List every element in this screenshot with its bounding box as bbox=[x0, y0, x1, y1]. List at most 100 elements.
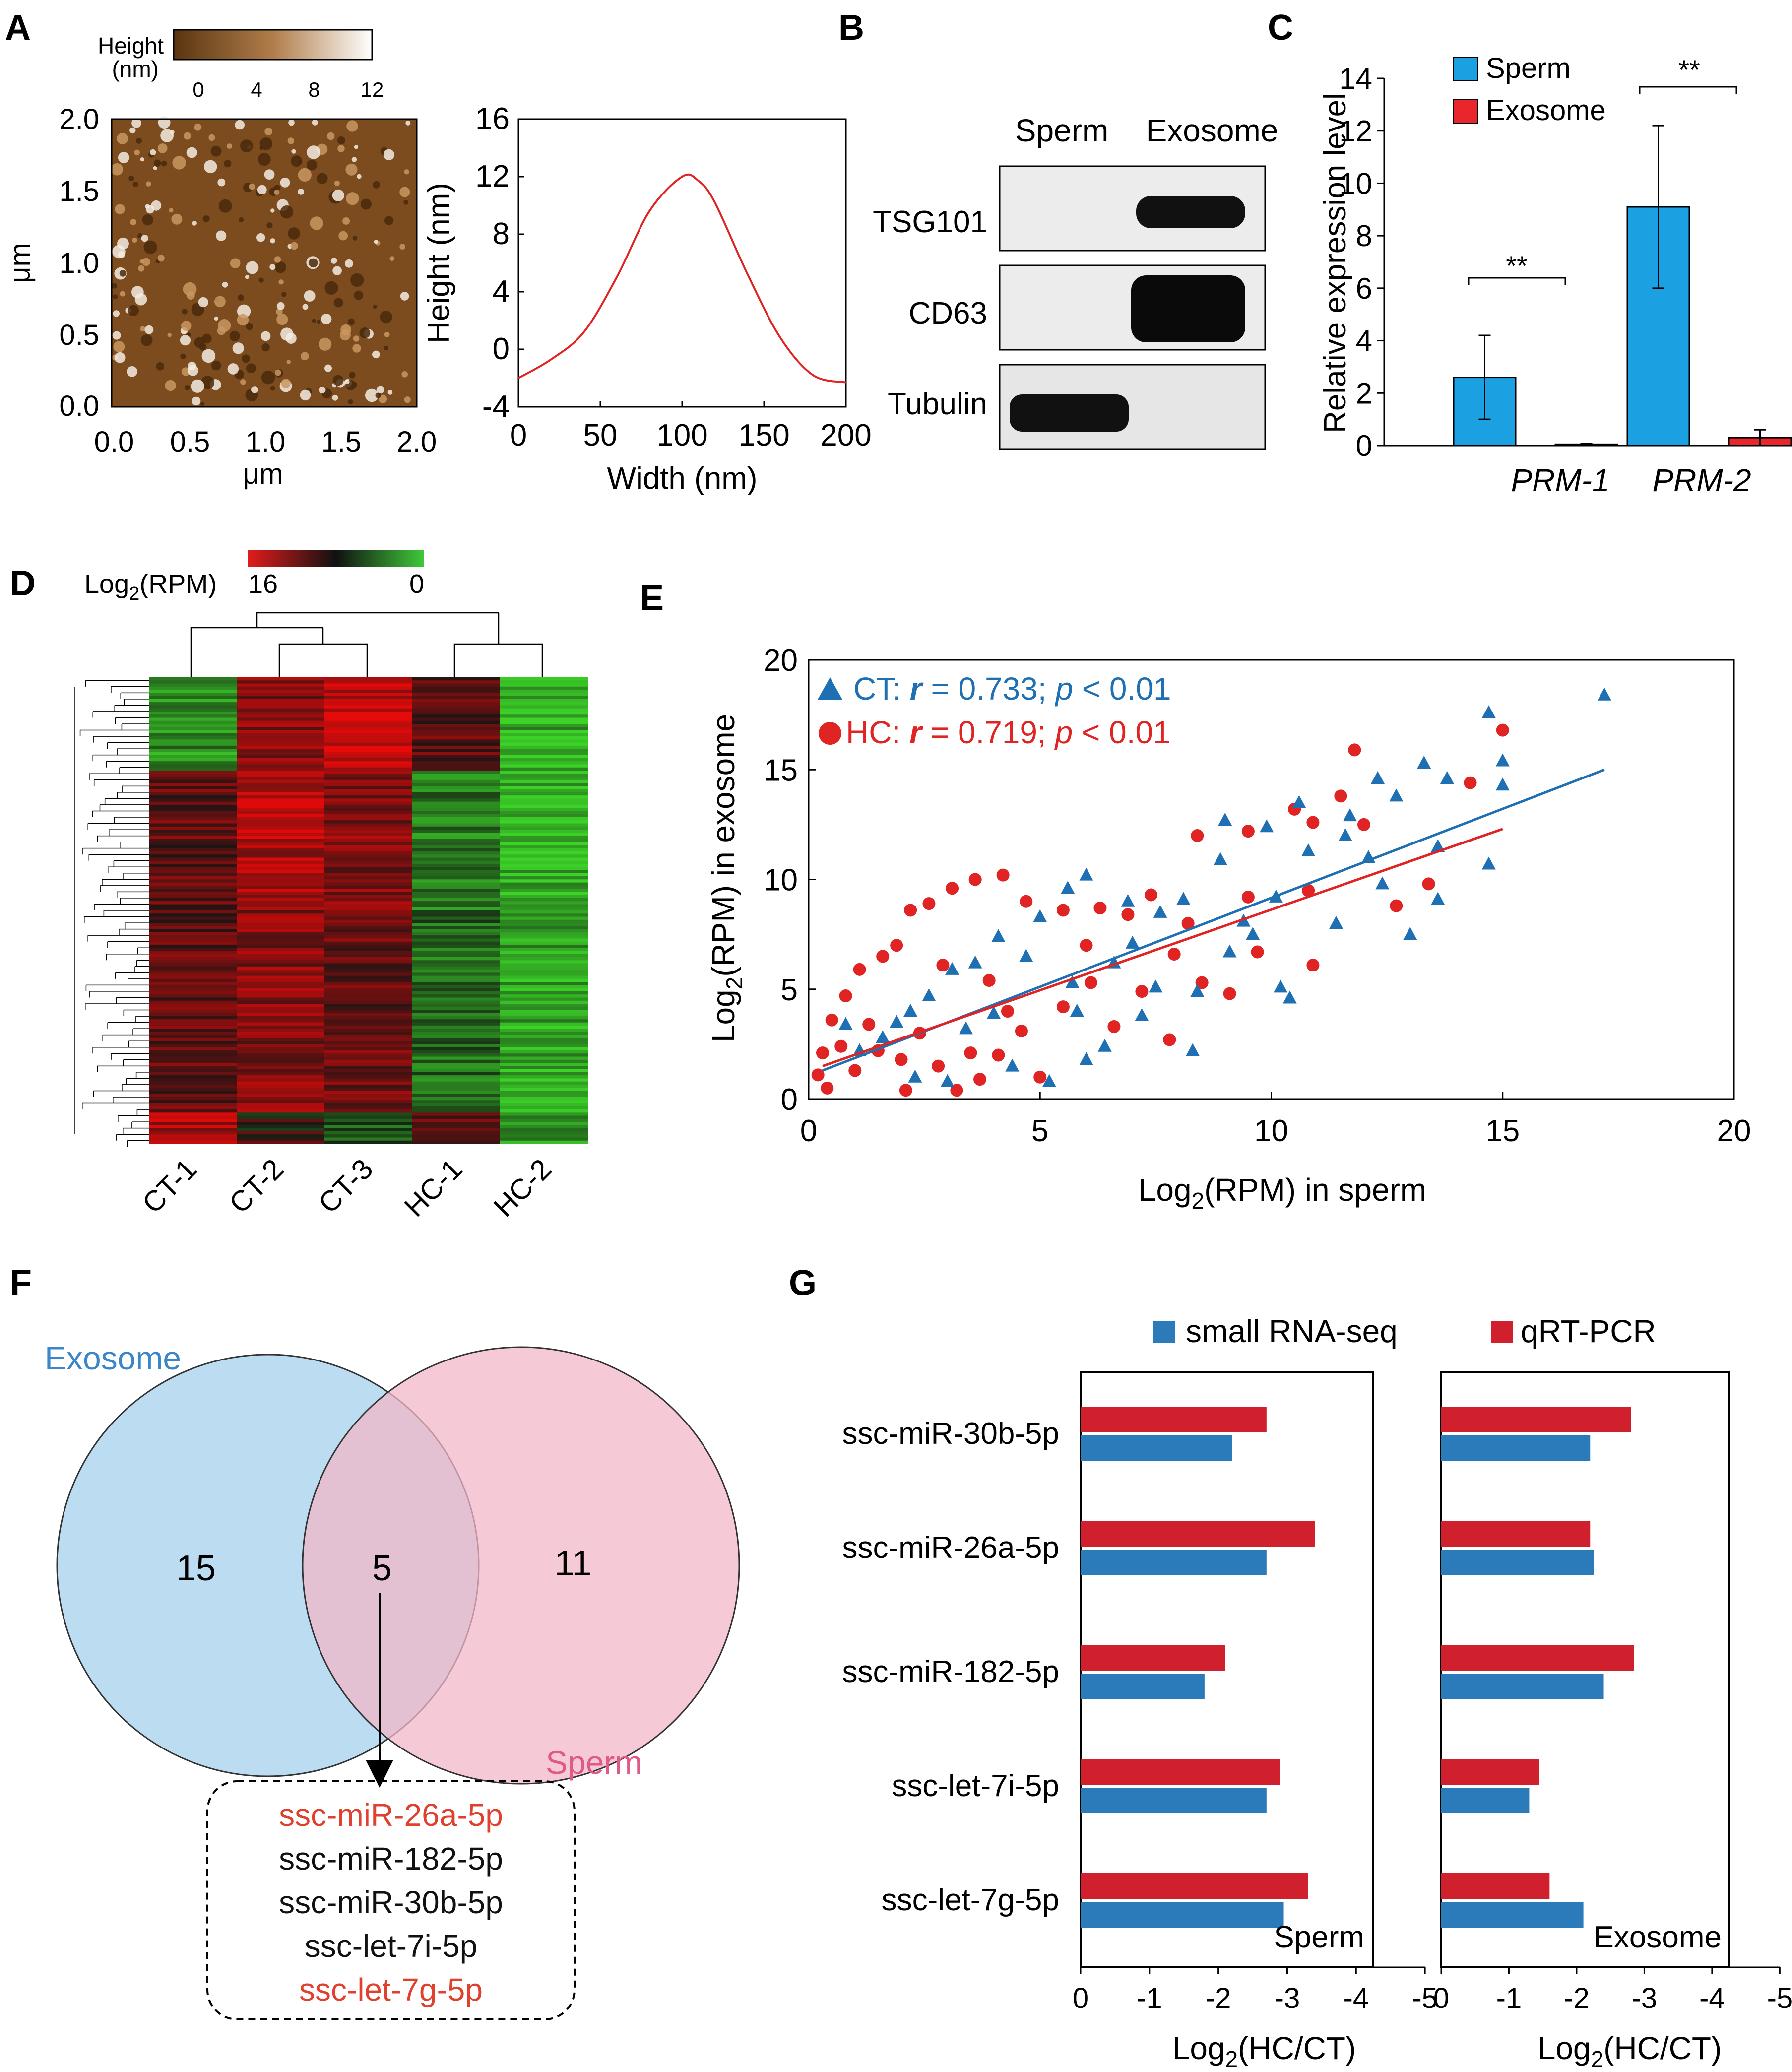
heatmap-cell bbox=[500, 1007, 588, 1011]
heatmap-cell bbox=[237, 717, 325, 721]
heatmap-cell bbox=[500, 913, 588, 917]
heatmap-cell bbox=[324, 1106, 413, 1110]
afm-particle bbox=[184, 385, 190, 390]
heatmap-cell bbox=[412, 913, 501, 917]
heatmap-cell bbox=[149, 1025, 237, 1029]
heatmap-cell bbox=[149, 860, 237, 864]
heatmap-cell bbox=[324, 972, 413, 976]
heatmap-cell bbox=[149, 804, 237, 808]
heatmap-cell bbox=[412, 1125, 501, 1129]
heatmap-cell bbox=[324, 693, 413, 697]
ct-point bbox=[1246, 927, 1260, 940]
heatmap-cell bbox=[412, 1063, 501, 1066]
g-category-label: ssc-miR-182-5p bbox=[842, 1655, 1059, 1689]
heatmap-cell bbox=[237, 1106, 325, 1110]
heatmap-cell bbox=[412, 991, 501, 995]
heatmap-cell bbox=[500, 690, 588, 693]
heatmap-cell bbox=[237, 1094, 325, 1098]
c-ytick-label: 6 bbox=[1356, 272, 1372, 305]
heatmap-cell bbox=[237, 892, 325, 896]
heatmap-cell bbox=[412, 708, 501, 712]
heatmap-cell bbox=[324, 736, 413, 740]
ct-point bbox=[1495, 777, 1510, 791]
heatmap-cell bbox=[149, 997, 237, 1001]
heatmap-cell bbox=[149, 972, 237, 976]
heatmap-cell bbox=[324, 764, 413, 768]
heatmap-cell bbox=[412, 833, 501, 837]
heatmap-cell bbox=[237, 1032, 325, 1036]
colorbar-label-line2: (nm) bbox=[112, 56, 159, 82]
heatmap-cell bbox=[324, 1125, 413, 1129]
heatmap-cell bbox=[149, 736, 237, 740]
ct-point bbox=[1061, 881, 1075, 894]
afm-particle bbox=[153, 159, 161, 167]
afm-particle bbox=[140, 326, 146, 332]
afm-particle bbox=[204, 160, 217, 173]
profile-xtick-label: 100 bbox=[656, 418, 707, 453]
heatmap-cell bbox=[500, 895, 588, 899]
panel-letter-g: G bbox=[789, 1263, 817, 1303]
afm-particle bbox=[130, 219, 137, 226]
heatmap-cell bbox=[237, 932, 325, 936]
colorbar-label-line1: Height bbox=[98, 33, 164, 59]
hc-point bbox=[1348, 743, 1361, 757]
heatmap-cell bbox=[149, 777, 237, 780]
heatmap-cell bbox=[149, 988, 237, 992]
afm-particle bbox=[128, 175, 134, 181]
heatmap-cell bbox=[500, 978, 588, 982]
hc-point bbox=[1167, 947, 1181, 961]
heatmap-cell bbox=[412, 823, 501, 827]
legend-label-exosome: Exosome bbox=[1486, 94, 1606, 127]
heatmap-cell bbox=[149, 801, 237, 805]
heatmap-cell bbox=[500, 864, 588, 867]
heatmap-cell bbox=[237, 864, 325, 867]
heatmap-cell bbox=[500, 736, 588, 740]
heatmap-cell bbox=[149, 857, 237, 861]
heatmap-cell bbox=[412, 944, 501, 948]
heatmap-cell bbox=[412, 820, 501, 824]
heatmap-cell bbox=[412, 1088, 501, 1092]
heatmap-cell bbox=[500, 1094, 588, 1098]
afm-particle bbox=[136, 138, 142, 144]
afm-particle bbox=[157, 143, 168, 153]
heatmap-cell bbox=[500, 932, 588, 936]
heatmap-cell bbox=[500, 1047, 588, 1051]
heatmap-cell bbox=[324, 1047, 413, 1051]
heatmap-cell bbox=[149, 1115, 237, 1119]
ct-legend-text: CT: r = 0.733; p < 0.01 bbox=[853, 671, 1171, 707]
heatmap-cell bbox=[237, 817, 325, 821]
heatmap-cell bbox=[412, 804, 501, 808]
shared-mirna-item: ssc-miR-182-5p bbox=[279, 1841, 503, 1877]
heatmap-cell bbox=[500, 1118, 588, 1122]
ct-point bbox=[1149, 979, 1163, 993]
heatmap-cell bbox=[500, 1037, 588, 1041]
hc-point bbox=[982, 974, 996, 987]
heatmap-cell bbox=[237, 693, 325, 697]
heatmap-cell bbox=[237, 1066, 325, 1070]
heatmap-cell bbox=[324, 860, 413, 864]
ct-point bbox=[890, 1015, 904, 1028]
profile-ylabel: Height (nm) bbox=[422, 183, 456, 343]
heatmap-cell bbox=[500, 876, 588, 880]
legend-label-rnaseq: small RNA-seq bbox=[1186, 1313, 1398, 1349]
heatmap-cell bbox=[324, 739, 413, 743]
afm-particle bbox=[153, 166, 157, 170]
heatmap-cell bbox=[412, 720, 501, 724]
c-ytick-label: 8 bbox=[1356, 219, 1372, 253]
ct-point bbox=[1403, 927, 1417, 940]
ct-point bbox=[991, 929, 1006, 942]
heatmap-cell bbox=[149, 761, 237, 765]
heatmap-cell bbox=[324, 994, 413, 998]
heatmap-cell bbox=[237, 910, 325, 914]
heatmap-cell bbox=[412, 1066, 501, 1070]
heatmap-cell bbox=[324, 963, 413, 967]
blot-row-tubulin: Tubulin bbox=[888, 387, 987, 421]
heatmap-cell bbox=[237, 779, 325, 783]
heatmap-cell bbox=[412, 1041, 501, 1045]
heatmap-cell bbox=[237, 978, 325, 982]
heatmap-cell bbox=[500, 879, 588, 883]
heatmap-cell bbox=[324, 919, 413, 923]
g-xtick-label: -5 bbox=[1412, 1982, 1438, 2014]
afm-particle bbox=[192, 221, 197, 226]
heatmap-cell bbox=[500, 693, 588, 697]
